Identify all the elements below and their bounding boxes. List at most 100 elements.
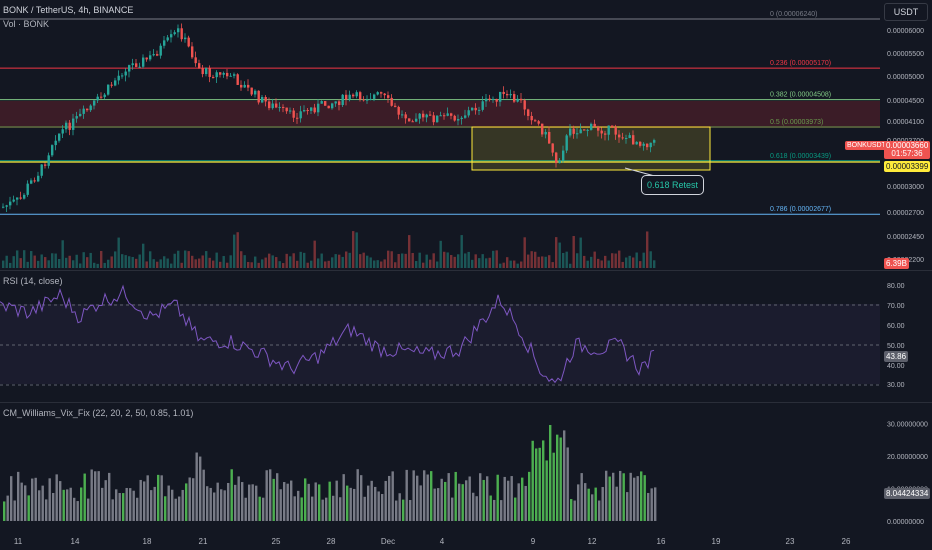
vix-bar (41, 485, 44, 521)
volume-bar (212, 260, 215, 268)
candle-body (327, 105, 330, 109)
time-tick-label: 11 (14, 537, 23, 546)
candle-body (362, 99, 365, 101)
candle-body (443, 115, 446, 117)
vix-bar (521, 477, 524, 521)
volume-bar (597, 258, 600, 268)
vix-bar (556, 434, 559, 521)
candle-body (142, 57, 145, 67)
volume-indicator-label[interactable]: Vol · BONK (3, 19, 50, 29)
candle-body (205, 68, 208, 75)
fib-level-label: 0.382 (0.00004508) (770, 92, 831, 99)
volume-bar (618, 250, 621, 268)
vix-bar (83, 473, 86, 521)
candle-body (75, 116, 78, 119)
rsi-tick-label: 30.00 (887, 382, 905, 389)
candle-body (401, 114, 404, 116)
volume-bar (299, 251, 302, 268)
vix-bar (412, 470, 415, 521)
symbol-title[interactable]: BONK / TetherUS, 4h, BINANCE (3, 5, 134, 15)
vix-bar (6, 495, 9, 521)
volume-bar (23, 250, 26, 268)
vix-bar (90, 469, 93, 521)
vix-bar (430, 471, 433, 521)
time-tick-label: 25 (272, 537, 281, 546)
vix-bar (150, 490, 153, 521)
candle-body (600, 130, 603, 134)
volume-bar (390, 251, 393, 268)
candle-body (110, 84, 113, 86)
volume-bar (425, 254, 428, 268)
candle-body (499, 91, 502, 102)
vix-bar (559, 437, 562, 521)
vix-bar (27, 495, 30, 521)
candle-body (313, 107, 316, 113)
pane-separator[interactable] (0, 270, 932, 271)
candle-body (338, 101, 341, 106)
vix-indicator-label[interactable]: CM_Williams_Vix_Fix (22, 20, 2, 50, 0.85… (3, 408, 194, 418)
currency-button[interactable]: USDT (884, 3, 928, 21)
volume-bar (296, 260, 299, 268)
candle-body (317, 103, 320, 113)
volume-bar (254, 256, 257, 268)
candle-body (292, 110, 295, 118)
candle-body (534, 120, 537, 122)
volume-bar (271, 255, 274, 268)
rsi-tick-label: 40.00 (887, 363, 905, 370)
vix-bar (115, 489, 118, 521)
candle-body (51, 145, 54, 156)
volume-bar (12, 256, 15, 268)
volume-bar (373, 260, 376, 268)
time-tick-label: 23 (786, 537, 795, 546)
candle-body (117, 75, 120, 81)
volume-bar (635, 252, 638, 268)
volume-bar (376, 260, 379, 268)
volume-bar (590, 256, 593, 268)
candle-body (418, 113, 421, 119)
volume-bar (135, 258, 138, 268)
vix-bar (213, 492, 216, 521)
rsi-indicator-label[interactable]: RSI (14, close) (3, 276, 63, 286)
volume-bar (114, 251, 117, 268)
candle-body (383, 93, 386, 96)
volume-bar (65, 257, 68, 268)
candle-body (348, 94, 351, 100)
volume-bar (58, 258, 61, 268)
volume-bar (324, 261, 327, 268)
volume-bar (2, 260, 5, 268)
candle-body (16, 197, 19, 200)
volume-bar (632, 257, 635, 268)
retest-annotation[interactable]: 0.618 Retest (641, 175, 704, 195)
candle-body (201, 68, 204, 75)
volume-bar (51, 253, 54, 268)
vix-bar (244, 497, 247, 521)
volume-bar (5, 255, 8, 268)
candle-body (173, 32, 176, 35)
vix-bar (454, 471, 457, 521)
vix-bar (419, 485, 422, 521)
vix-bar (34, 477, 37, 521)
volume-bar (478, 258, 481, 268)
candle-body (387, 95, 390, 98)
volume-bar (37, 260, 40, 268)
candle-body (366, 99, 369, 101)
volume-bar (82, 252, 85, 268)
vix-bar (332, 495, 335, 521)
volume-bar (96, 263, 99, 268)
candle-body (58, 133, 61, 141)
candle-body (226, 72, 229, 77)
pane-separator[interactable] (0, 402, 932, 403)
candle-body (250, 87, 253, 95)
current-price-tag: 0.00003660 01:57:36 (884, 141, 930, 159)
vix-bar (80, 487, 83, 521)
volume-bar (541, 256, 544, 268)
candle-body (303, 110, 306, 112)
volume-bar (233, 234, 236, 268)
vix-bar (69, 487, 72, 521)
vix-bar (108, 472, 111, 521)
volume-bar (593, 251, 596, 268)
volume-bar (194, 259, 197, 268)
volume-bar (177, 250, 180, 268)
volume-bar (275, 257, 278, 268)
